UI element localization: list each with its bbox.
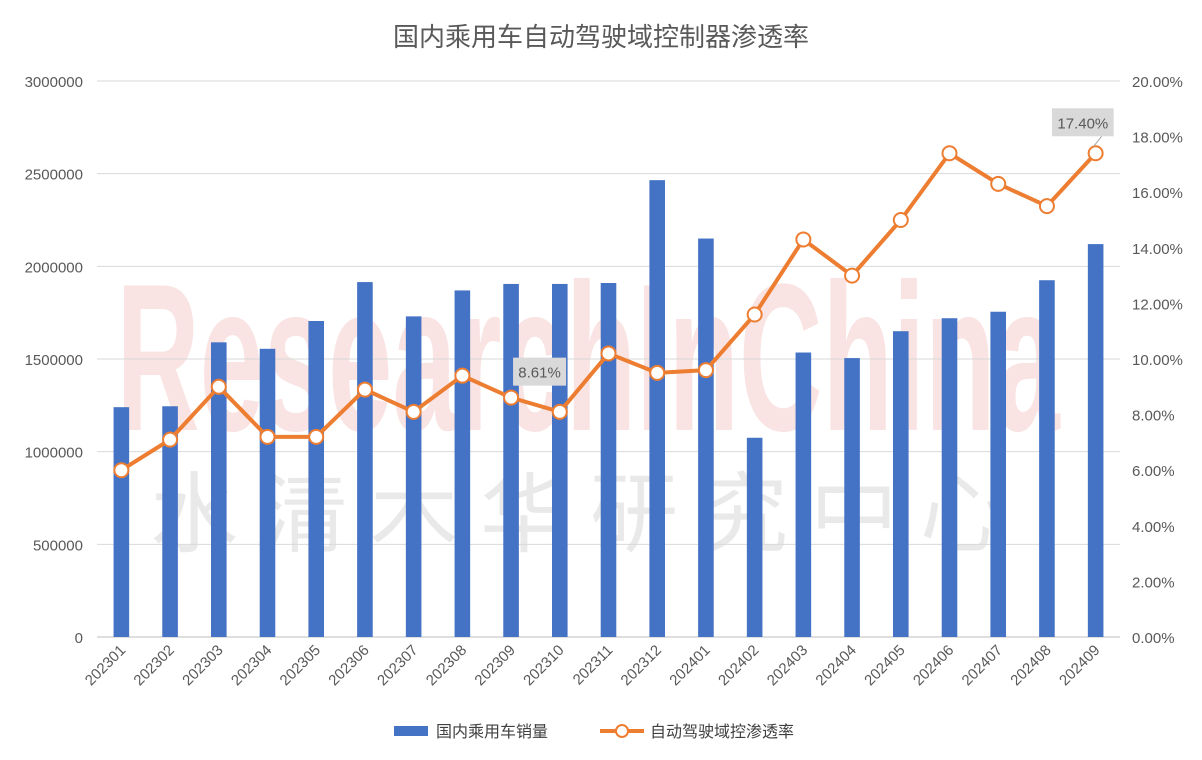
- y-right-tick-label: 18.00%: [1132, 130, 1183, 147]
- x-tick-label: 202403: [764, 642, 811, 689]
- legend-label-bar: 国内乘用车销量: [436, 722, 548, 741]
- bar-series: [113, 180, 1104, 638]
- bar: [162, 406, 178, 637]
- line-point: [1038, 198, 1055, 215]
- line-point: [697, 362, 714, 379]
- bar: [892, 331, 909, 637]
- bar: [698, 238, 714, 638]
- bar: [210, 342, 227, 637]
- chart-title: 国内乘用车自动驾驶域控制器渗透率: [393, 23, 809, 53]
- bar: [844, 358, 860, 637]
- bar: [113, 407, 130, 637]
- y-right-tick-label: 14.00%: [1132, 241, 1183, 258]
- bar: [454, 290, 471, 637]
- line-point: [210, 378, 227, 395]
- bar: [649, 180, 666, 638]
- x-tick-label: 202312: [618, 642, 665, 689]
- y-left-tick-label: 0: [75, 630, 83, 647]
- y-left-tick-label: 3000000: [25, 74, 83, 91]
- line-series: [113, 145, 1104, 479]
- legend: 国内乘用车销量 自动驾驶域控渗透率: [394, 722, 794, 741]
- x-tick-label: 202310: [520, 642, 567, 689]
- line-point: [844, 267, 861, 284]
- x-tick-label: 202305: [277, 642, 324, 689]
- data-label-box: [513, 357, 567, 386]
- data-label: 17.40%: [1057, 115, 1108, 132]
- bar: [405, 316, 422, 637]
- x-tick-label: 202307: [374, 642, 421, 689]
- line-point: [649, 364, 666, 381]
- legend-swatch-bar: [394, 726, 428, 736]
- y-right-tick-label: 4.00%: [1132, 519, 1175, 536]
- x-tick-label: 202405: [861, 642, 908, 689]
- x-tick-label: 202409: [1056, 642, 1103, 689]
- bar: [357, 282, 373, 637]
- data-label: 8.61%: [518, 365, 561, 382]
- line-point: [503, 389, 520, 406]
- line-point: [746, 306, 763, 323]
- data-label-leader: [1093, 135, 1103, 147]
- data-labels: 8.61% 17.40%: [513, 108, 1114, 386]
- x-tick-label: 202301: [82, 642, 129, 689]
- line-point: [405, 403, 422, 420]
- x-tick-label: 202404: [812, 642, 859, 689]
- line-point: [1087, 145, 1104, 162]
- legend-label-line: 自动驾驶域控渗透率: [650, 722, 794, 741]
- x-tick-label: 202408: [1007, 642, 1054, 689]
- y-right-tick-label: 20.00%: [1132, 74, 1183, 91]
- y-right-tick-label: 2.00%: [1132, 574, 1175, 591]
- y-right-tick-label: 12.00%: [1132, 296, 1183, 313]
- bar: [941, 318, 958, 637]
- x-tick-label: 202306: [325, 642, 372, 689]
- bar: [1087, 244, 1104, 638]
- x-tick-label: 202311: [570, 642, 617, 689]
- line-point: [356, 381, 373, 398]
- bar: [746, 437, 763, 637]
- bar: [259, 348, 276, 637]
- line-point: [551, 403, 568, 420]
- line-point: [795, 231, 812, 248]
- bar: [600, 283, 617, 637]
- line-point: [162, 431, 179, 448]
- bar: [1039, 280, 1055, 637]
- x-tick-label: 202407: [959, 642, 1006, 689]
- y-right-tick-label: 8.00%: [1132, 408, 1175, 425]
- y-left-tick-label: 2000000: [25, 259, 83, 276]
- bar: [503, 283, 519, 637]
- y-left-tick-label: 1000000: [25, 445, 83, 462]
- x-tick-label: 202309: [471, 642, 518, 689]
- line-point: [600, 345, 617, 362]
- line-point: [454, 367, 471, 384]
- y-right-tick-label: 6.00%: [1132, 463, 1175, 480]
- x-tick-label: 202402: [715, 642, 762, 689]
- y-left-tick-label: 1500000: [25, 352, 83, 369]
- line-point: [308, 428, 325, 445]
- x-tick-label: 202401: [666, 642, 713, 689]
- y-right-tick-label: 16.00%: [1132, 185, 1183, 202]
- y-left-tick-label: 2500000: [25, 167, 83, 184]
- line-point: [941, 145, 958, 162]
- x-tick-label: 202303: [179, 642, 226, 689]
- bar: [795, 352, 812, 637]
- bar: [551, 283, 568, 637]
- bar: [308, 321, 325, 637]
- line-point: [113, 462, 130, 479]
- bar: [990, 311, 1007, 637]
- watermark-cn: 水清木华研究中心: [150, 463, 1030, 566]
- y-left-tick-label: 500000: [33, 537, 83, 554]
- y-right-tick-label: 0.00%: [1132, 630, 1175, 647]
- data-label-box: [1052, 108, 1114, 137]
- line-point: [892, 212, 909, 228]
- legend-swatch-marker: [615, 724, 629, 738]
- y-right-tick-label: 10.00%: [1132, 352, 1183, 369]
- line-point: [990, 175, 1007, 192]
- x-tick-label: 202302: [130, 642, 177, 689]
- line-point: [259, 428, 276, 445]
- x-tick-label: 202304: [228, 642, 275, 689]
- watermark-en: ResearchInChina: [116, 240, 1061, 474]
- x-tick-label: 202308: [423, 642, 470, 689]
- x-tick-label: 202406: [910, 642, 957, 689]
